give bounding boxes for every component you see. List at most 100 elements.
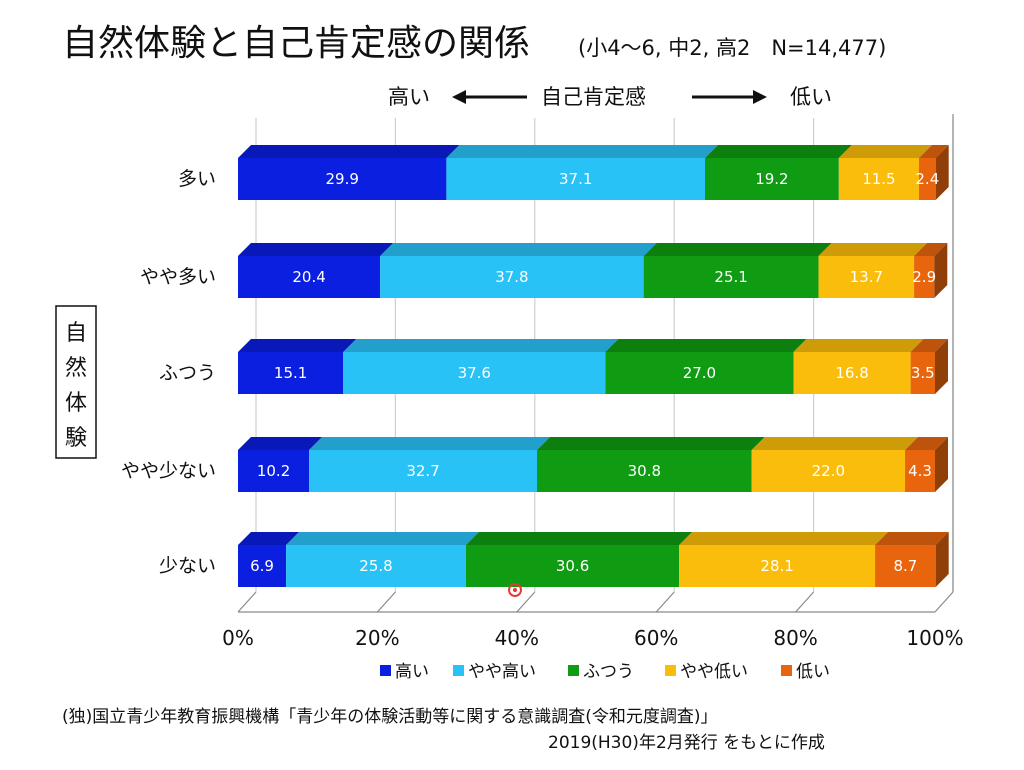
data-label: 8.7	[893, 557, 917, 575]
bar-side-face	[934, 243, 948, 298]
bar	[309, 450, 538, 492]
grid-floor-line	[795, 591, 815, 613]
bar	[446, 158, 705, 200]
bar-top-face	[446, 145, 718, 158]
bar-segment: 27.0	[605, 339, 807, 394]
bar	[838, 158, 919, 200]
legend-swatch	[665, 665, 676, 676]
bars-group: 29.9 37.1 19.2 11.5 2.4 20.4 37.8 25.1 13.7 2.9 15…	[238, 145, 949, 587]
category-label: ふつう	[159, 362, 216, 384]
vertical-label-char: 体	[65, 391, 87, 416]
bar	[238, 352, 344, 394]
bar-segment: 25.1	[643, 243, 832, 298]
grid-floor-line	[237, 591, 257, 613]
data-label: 20.4	[292, 268, 325, 286]
bar-segment: 30.6	[465, 532, 693, 587]
legend-label: 高い	[395, 662, 429, 682]
data-label: 30.6	[556, 557, 589, 575]
bar-top-face	[910, 339, 948, 352]
bar	[605, 352, 794, 394]
bar-top-face	[238, 243, 394, 256]
bar	[380, 256, 644, 298]
bar-row: 10.2 32.7 30.8 22.0 4.3	[238, 437, 948, 492]
bar-top-face	[605, 339, 807, 352]
data-label: 28.1	[760, 557, 793, 575]
category-label: 少ない	[159, 555, 216, 577]
bar-top-face	[309, 437, 551, 450]
bar-top-face	[751, 437, 919, 450]
data-label: 22.0	[812, 462, 845, 480]
bar-segment: 4.3	[905, 437, 948, 492]
bar-top-face	[905, 437, 948, 450]
bar-top-face	[679, 532, 889, 545]
bar	[918, 158, 936, 200]
bar	[793, 352, 911, 394]
legend-swatch	[380, 665, 391, 676]
bar	[238, 450, 310, 492]
bar-top-face	[537, 437, 765, 450]
bar-segment: 29.9	[238, 145, 460, 200]
cursor-indicator	[508, 583, 522, 597]
bar-top-face	[793, 339, 924, 352]
vertical-label-char: 自	[65, 321, 87, 346]
grid-floor-line	[376, 591, 396, 613]
bar-row: 6.9 25.8 30.6 28.1 8.7	[238, 532, 949, 587]
source-line-1: (独)国立青少年教育振興機構「青少年の体験活動等に関する意識調査(令和元度調査)…	[62, 707, 718, 727]
data-label: 2.9	[912, 268, 936, 286]
vertical-axis-label: 自 然 体 験	[55, 305, 97, 459]
bar-segment: 8.7	[875, 532, 949, 587]
bar-segment: 37.8	[380, 243, 657, 298]
vertical-label-char: 験	[65, 426, 87, 451]
data-label: 2.4	[915, 170, 939, 188]
legend-swatch	[781, 665, 792, 676]
data-label: 27.0	[683, 364, 716, 382]
bar-segment: 13.7	[818, 243, 928, 298]
x-tick-label: 80%	[773, 626, 817, 650]
bar-top-face	[465, 532, 693, 545]
bar	[238, 545, 287, 587]
x-tick-label: 60%	[634, 626, 678, 650]
data-label: 30.8	[628, 462, 661, 480]
vertical-label-char: 然	[65, 356, 87, 381]
bar	[818, 256, 915, 298]
x-tick-labels: 0% 20% 40% 60% 80% 100%	[222, 626, 963, 650]
bar-row: 15.1 37.6 27.0 16.8 3.5	[238, 339, 948, 394]
data-label: 16.8	[835, 364, 868, 382]
data-label: 32.7	[406, 462, 439, 480]
data-label: 19.2	[755, 170, 788, 188]
legend-swatch	[568, 665, 579, 676]
category-label: やや多い	[140, 266, 216, 288]
bar-segment: 15.1	[238, 339, 357, 394]
bar	[704, 158, 839, 200]
data-label: 29.9	[325, 170, 358, 188]
data-label: 3.5	[911, 364, 935, 382]
bar-top-face	[643, 243, 832, 256]
legend-item: やや低い	[665, 662, 748, 682]
legend-label: ふつう	[583, 662, 634, 682]
bar-segment: 32.7	[309, 437, 551, 492]
legend-swatch	[453, 665, 464, 676]
bar-segment: 10.2	[238, 437, 323, 492]
legend-item: 高い	[380, 662, 429, 682]
bar-segment: 19.2	[704, 145, 852, 200]
bar-segment: 37.1	[446, 145, 718, 200]
bar	[910, 352, 935, 394]
bar-segment: 3.5	[910, 339, 948, 394]
legend: 高い やや高い ふつう やや低い 低い	[380, 662, 830, 682]
bar-segment: 22.0	[751, 437, 919, 492]
x-tick-label: 20%	[355, 626, 399, 650]
bar-segment: 11.5	[838, 145, 932, 200]
bar-segment: 2.4	[915, 145, 949, 200]
data-label: 10.2	[257, 462, 290, 480]
bar-segment: 30.8	[537, 437, 765, 492]
direction-left-label: 高い	[388, 85, 430, 109]
bar-top-face	[238, 532, 300, 545]
legend-item: 低い	[781, 662, 830, 682]
bar	[914, 256, 935, 298]
direction-center-label: 自己肯定感	[541, 85, 646, 109]
bar	[343, 352, 606, 394]
bar	[905, 450, 935, 492]
